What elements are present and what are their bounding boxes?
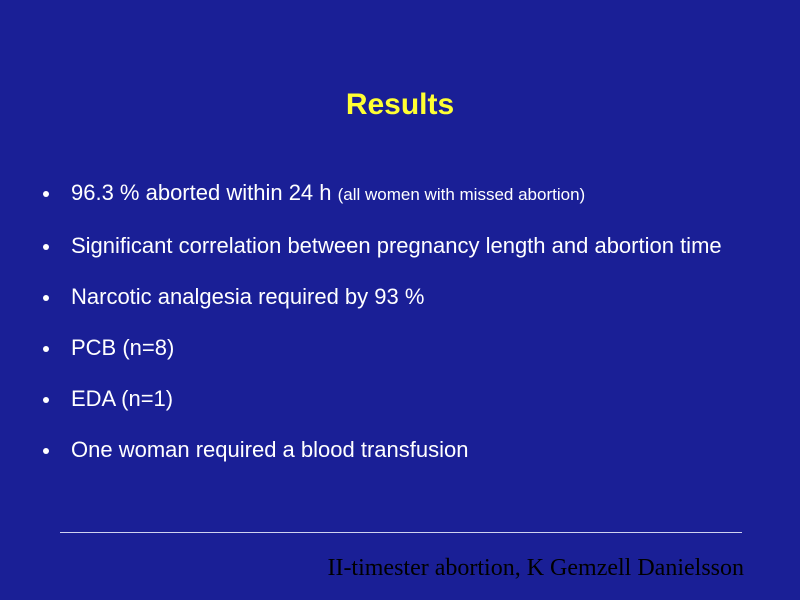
bullet-list: 96.3 % aborted within 24 h (all women wi… [40,170,740,478]
bullet-dot-icon [43,244,49,250]
bullet-text: 96.3 % aborted within 24 h [71,180,332,205]
bullet-item: EDA (n=1) [40,376,740,422]
bullet-text: One woman required a blood transfusion [71,437,469,462]
bullet-text: Narcotic analgesia required by 93 % [71,284,425,309]
bullet-dot-icon [43,191,49,197]
bullet-dot-icon [43,346,49,352]
footer-divider [60,532,742,533]
bullet-dot-icon [43,397,49,403]
bullet-item: 96.3 % aborted within 24 h (all women wi… [40,170,740,218]
bullet-text: Significant correlation between pregnanc… [71,233,722,258]
bullet-item: Significant correlation between pregnanc… [40,223,740,269]
bullet-text: EDA (n=1) [71,386,174,411]
bullet-dot-icon [43,295,49,301]
slide-footer: II-timester abortion, K Gemzell Danielss… [327,555,744,581]
bullet-dot-icon [43,448,49,454]
bullet-note: (all women with missed abortion) [337,185,586,204]
slide-title: Results [345,88,455,121]
bullet-item: PCB (n=8) [40,325,740,371]
bullet-item: One woman required a blood transfusion [40,427,740,473]
bullet-item: Narcotic analgesia required by 93 % [40,274,740,320]
bullet-text: PCB (n=8) [71,335,175,360]
